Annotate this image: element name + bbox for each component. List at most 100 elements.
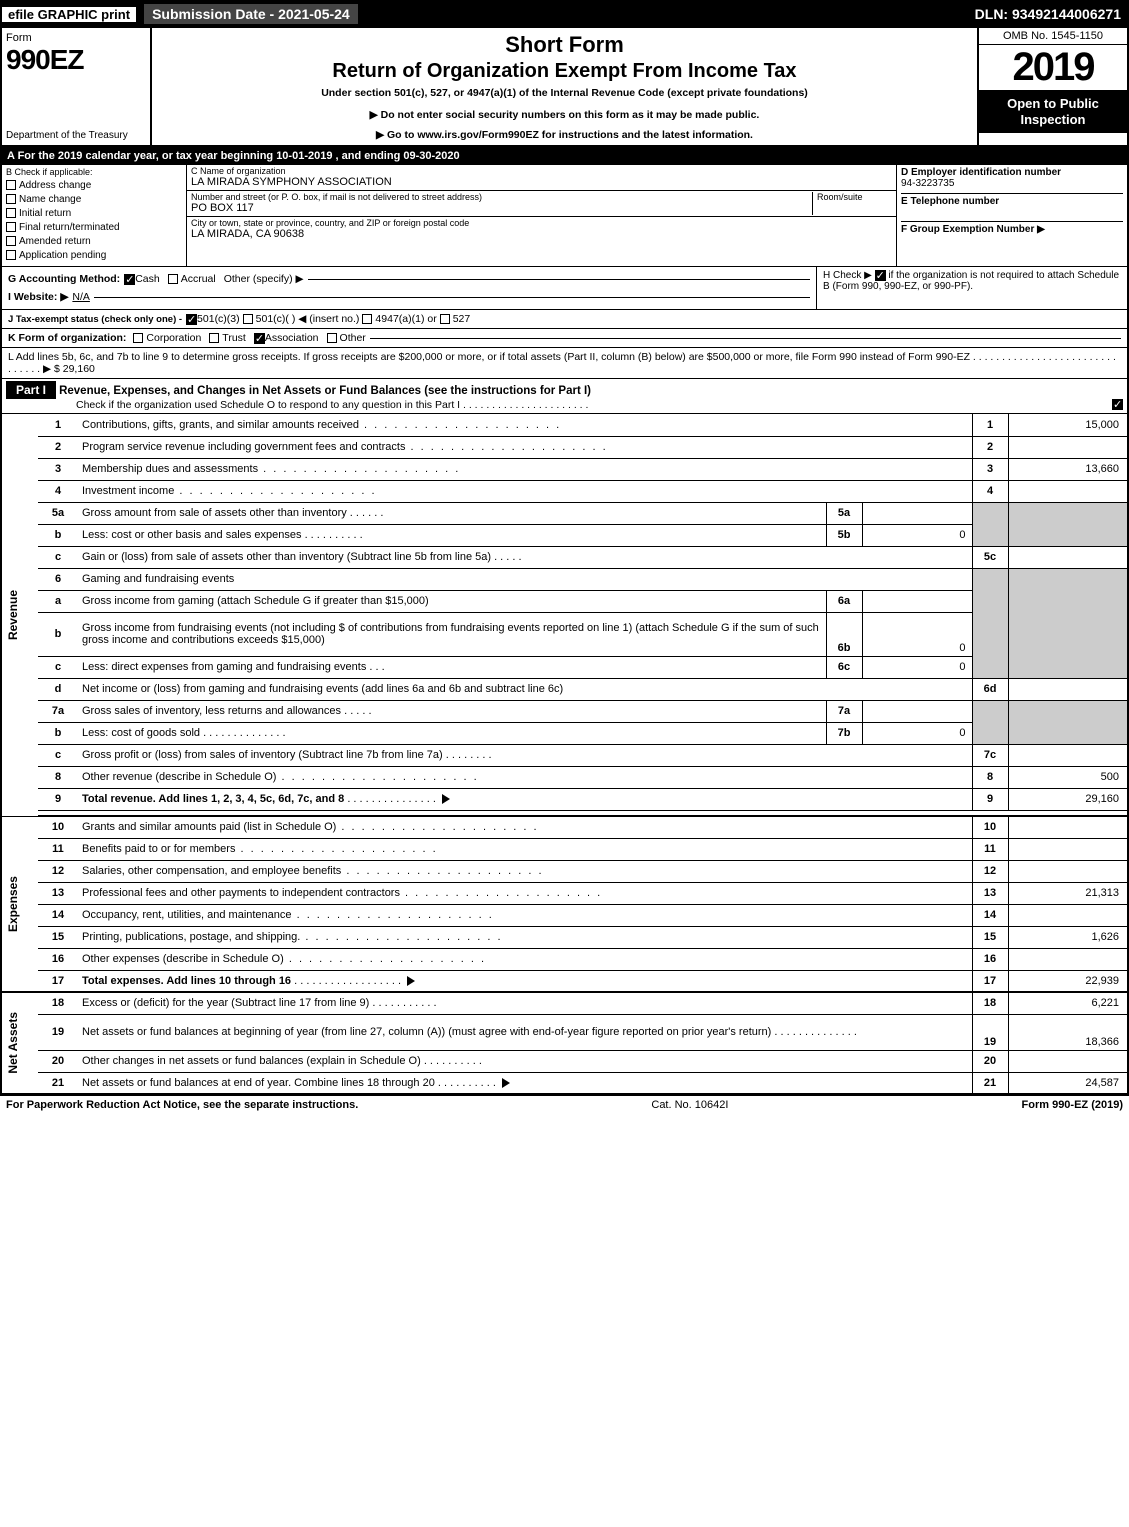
line-20-desc: Other changes in net assets or fund bala…: [82, 1055, 421, 1067]
line-2: 2 Program service revenue including gove…: [1, 436, 1128, 458]
line-7b-desc: Less: cost of goods sold: [82, 727, 200, 739]
line-7a-subvalue: [862, 700, 972, 722]
line-12: 12 Salaries, other compensation, and emp…: [1, 860, 1128, 882]
form-title-2: Return of Organization Exempt From Incom…: [160, 60, 969, 83]
line-7c: c Gross profit or (loss) from sales of i…: [1, 744, 1128, 766]
line-10-desc: Grants and similar amounts paid (list in…: [82, 821, 336, 833]
form-subtitle: Under section 501(c), 527, or 4947(a)(1)…: [160, 87, 969, 99]
checkbox-address-change[interactable]: [6, 180, 16, 190]
footer: For Paperwork Reduction Act Notice, see …: [0, 1095, 1129, 1114]
line-7b-subvalue: 0: [862, 722, 972, 744]
checkbox-initial-return[interactable]: [6, 208, 16, 218]
checkbox-application-pending[interactable]: [6, 250, 16, 260]
street-value: PO BOX 117: [191, 202, 812, 214]
dln: DLN: 93492144006271: [975, 6, 1129, 22]
line-18-value: 6,221: [1008, 992, 1128, 1014]
header-center: Short Form Return of Organization Exempt…: [152, 28, 977, 145]
line-8: 8 Other revenue (describe in Schedule O)…: [1, 766, 1128, 788]
checkbox-schedule-o-part1[interactable]: [1112, 399, 1123, 410]
line-21-value: 24,587: [1008, 1072, 1128, 1094]
line-l-text: L Add lines 5b, 6c, and 7b to line 9 to …: [8, 351, 1121, 375]
line-1: Revenue 1 Contributions, gifts, grants, …: [1, 414, 1128, 436]
line-4: 4 Investment income 4: [1, 480, 1128, 502]
line-13: 13 Professional fees and other payments …: [1, 882, 1128, 904]
arrow-icon: [442, 794, 450, 804]
line-17-desc: Total expenses. Add lines 10 through 16: [82, 975, 291, 987]
label-application-pending: Application pending: [19, 250, 106, 261]
tax-year: 2019: [979, 45, 1127, 90]
line-6c: c Less: direct expenses from gaming and …: [1, 656, 1128, 678]
line-5c-desc: Gain or (loss) from sale of assets other…: [82, 551, 491, 563]
section-revenue-label: Revenue: [6, 590, 20, 640]
section-netassets-label: Net Assets: [6, 1012, 20, 1074]
label-final-return: Final return/terminated: [19, 222, 120, 233]
street-label: Number and street (or P. O. box, if mail…: [191, 192, 812, 202]
city-label: City or town, state or province, country…: [191, 218, 892, 228]
section-expenses-label: Expenses: [6, 876, 20, 932]
label-corporation: Corporation: [146, 332, 201, 344]
line-10-value: [1008, 816, 1128, 838]
line-18: Net Assets 18 Excess or (deficit) for th…: [1, 992, 1128, 1014]
line-1-value: 15,000: [1008, 414, 1128, 436]
label-501c: 501(c)( ) ◀ (insert no.): [256, 313, 360, 325]
label-cash: Cash: [135, 273, 160, 285]
line-5a: 5a Gross amount from sale of assets othe…: [1, 502, 1128, 524]
line-3-value: 13,660: [1008, 458, 1128, 480]
checkbox-accrual[interactable]: [168, 274, 178, 284]
line-6-desc: Gaming and fundraising events: [82, 573, 234, 585]
line-7b: b Less: cost of goods sold . . . . . . .…: [1, 722, 1128, 744]
checkbox-amended-return[interactable]: [6, 236, 16, 246]
ein-label: D Employer identification number: [901, 167, 1123, 178]
line-6a-subvalue: [862, 590, 972, 612]
arrow-icon: [407, 976, 415, 986]
checkbox-trust[interactable]: [209, 333, 219, 343]
line-13-desc: Professional fees and other payments to …: [82, 887, 400, 899]
line-1-desc: Contributions, gifts, grants, and simila…: [82, 419, 359, 431]
checkbox-name-change[interactable]: [6, 194, 16, 204]
checkbox-corporation[interactable]: [133, 333, 143, 343]
box-b: B Check if applicable: Address change Na…: [2, 165, 187, 266]
line-7c-value: [1008, 744, 1128, 766]
top-bar: efile GRAPHIC print Submission Date - 20…: [0, 0, 1129, 28]
efile-print-label[interactable]: efile GRAPHIC print: [0, 5, 138, 24]
label-527: 527: [453, 313, 471, 325]
line-5a-subvalue: [862, 502, 972, 524]
box-b-title: B Check if applicable:: [6, 167, 182, 177]
line-12-desc: Salaries, other compensation, and employ…: [82, 865, 341, 877]
checkbox-schedule-b-not-required[interactable]: [875, 270, 886, 281]
line-6d-desc: Net income or (loss) from gaming and fun…: [82, 683, 563, 695]
line-4-value: [1008, 480, 1128, 502]
box-def: D Employer identification number 94-3223…: [897, 165, 1127, 266]
line-5c: c Gain or (loss) from sale of assets oth…: [1, 546, 1128, 568]
checkbox-cash[interactable]: [124, 274, 135, 285]
h-label: H Check ▶: [823, 270, 872, 281]
line-5b-subvalue: 0: [862, 524, 972, 546]
form-title-1: Short Form: [160, 32, 969, 58]
line-8-value: 500: [1008, 766, 1128, 788]
line-15-desc: Printing, publications, postage, and shi…: [82, 931, 300, 943]
line-6b-subvalue: 0: [862, 612, 972, 656]
line-20-value: [1008, 1050, 1128, 1072]
line-11-value: [1008, 838, 1128, 860]
line-9: 9 Total revenue. Add lines 1, 2, 3, 4, 5…: [1, 788, 1128, 810]
checkbox-other-org[interactable]: [327, 333, 337, 343]
line-8-desc: Other revenue (describe in Schedule O): [82, 771, 276, 783]
line-19: 19 Net assets or fund balances at beginn…: [1, 1014, 1128, 1050]
checkbox-527[interactable]: [440, 314, 450, 324]
line-16-value: [1008, 948, 1128, 970]
header-right: OMB No. 1545-1150 2019 Open to Public In…: [977, 28, 1127, 145]
line-13-value: 21,313: [1008, 882, 1128, 904]
checkbox-association[interactable]: [254, 333, 265, 344]
line-3: 3 Membership dues and assessments 3 13,6…: [1, 458, 1128, 480]
submission-date: Submission Date - 2021-05-24: [142, 2, 360, 26]
line-11: 11 Benefits paid to or for members 11: [1, 838, 1128, 860]
checkbox-final-return[interactable]: [6, 222, 16, 232]
line-14-desc: Occupancy, rent, utilities, and maintena…: [82, 909, 292, 921]
label-501c3: 501(c)(3): [197, 313, 240, 325]
checkbox-4947a1[interactable]: [362, 314, 372, 324]
checkbox-501c[interactable]: [243, 314, 253, 324]
checkbox-501c3[interactable]: [186, 314, 197, 325]
city-value: LA MIRADA, CA 90638: [191, 228, 892, 240]
instructions-link[interactable]: ▶ Go to www.irs.gov/Form990EZ for instru…: [160, 129, 969, 141]
line-6c-subvalue: 0: [862, 656, 972, 678]
